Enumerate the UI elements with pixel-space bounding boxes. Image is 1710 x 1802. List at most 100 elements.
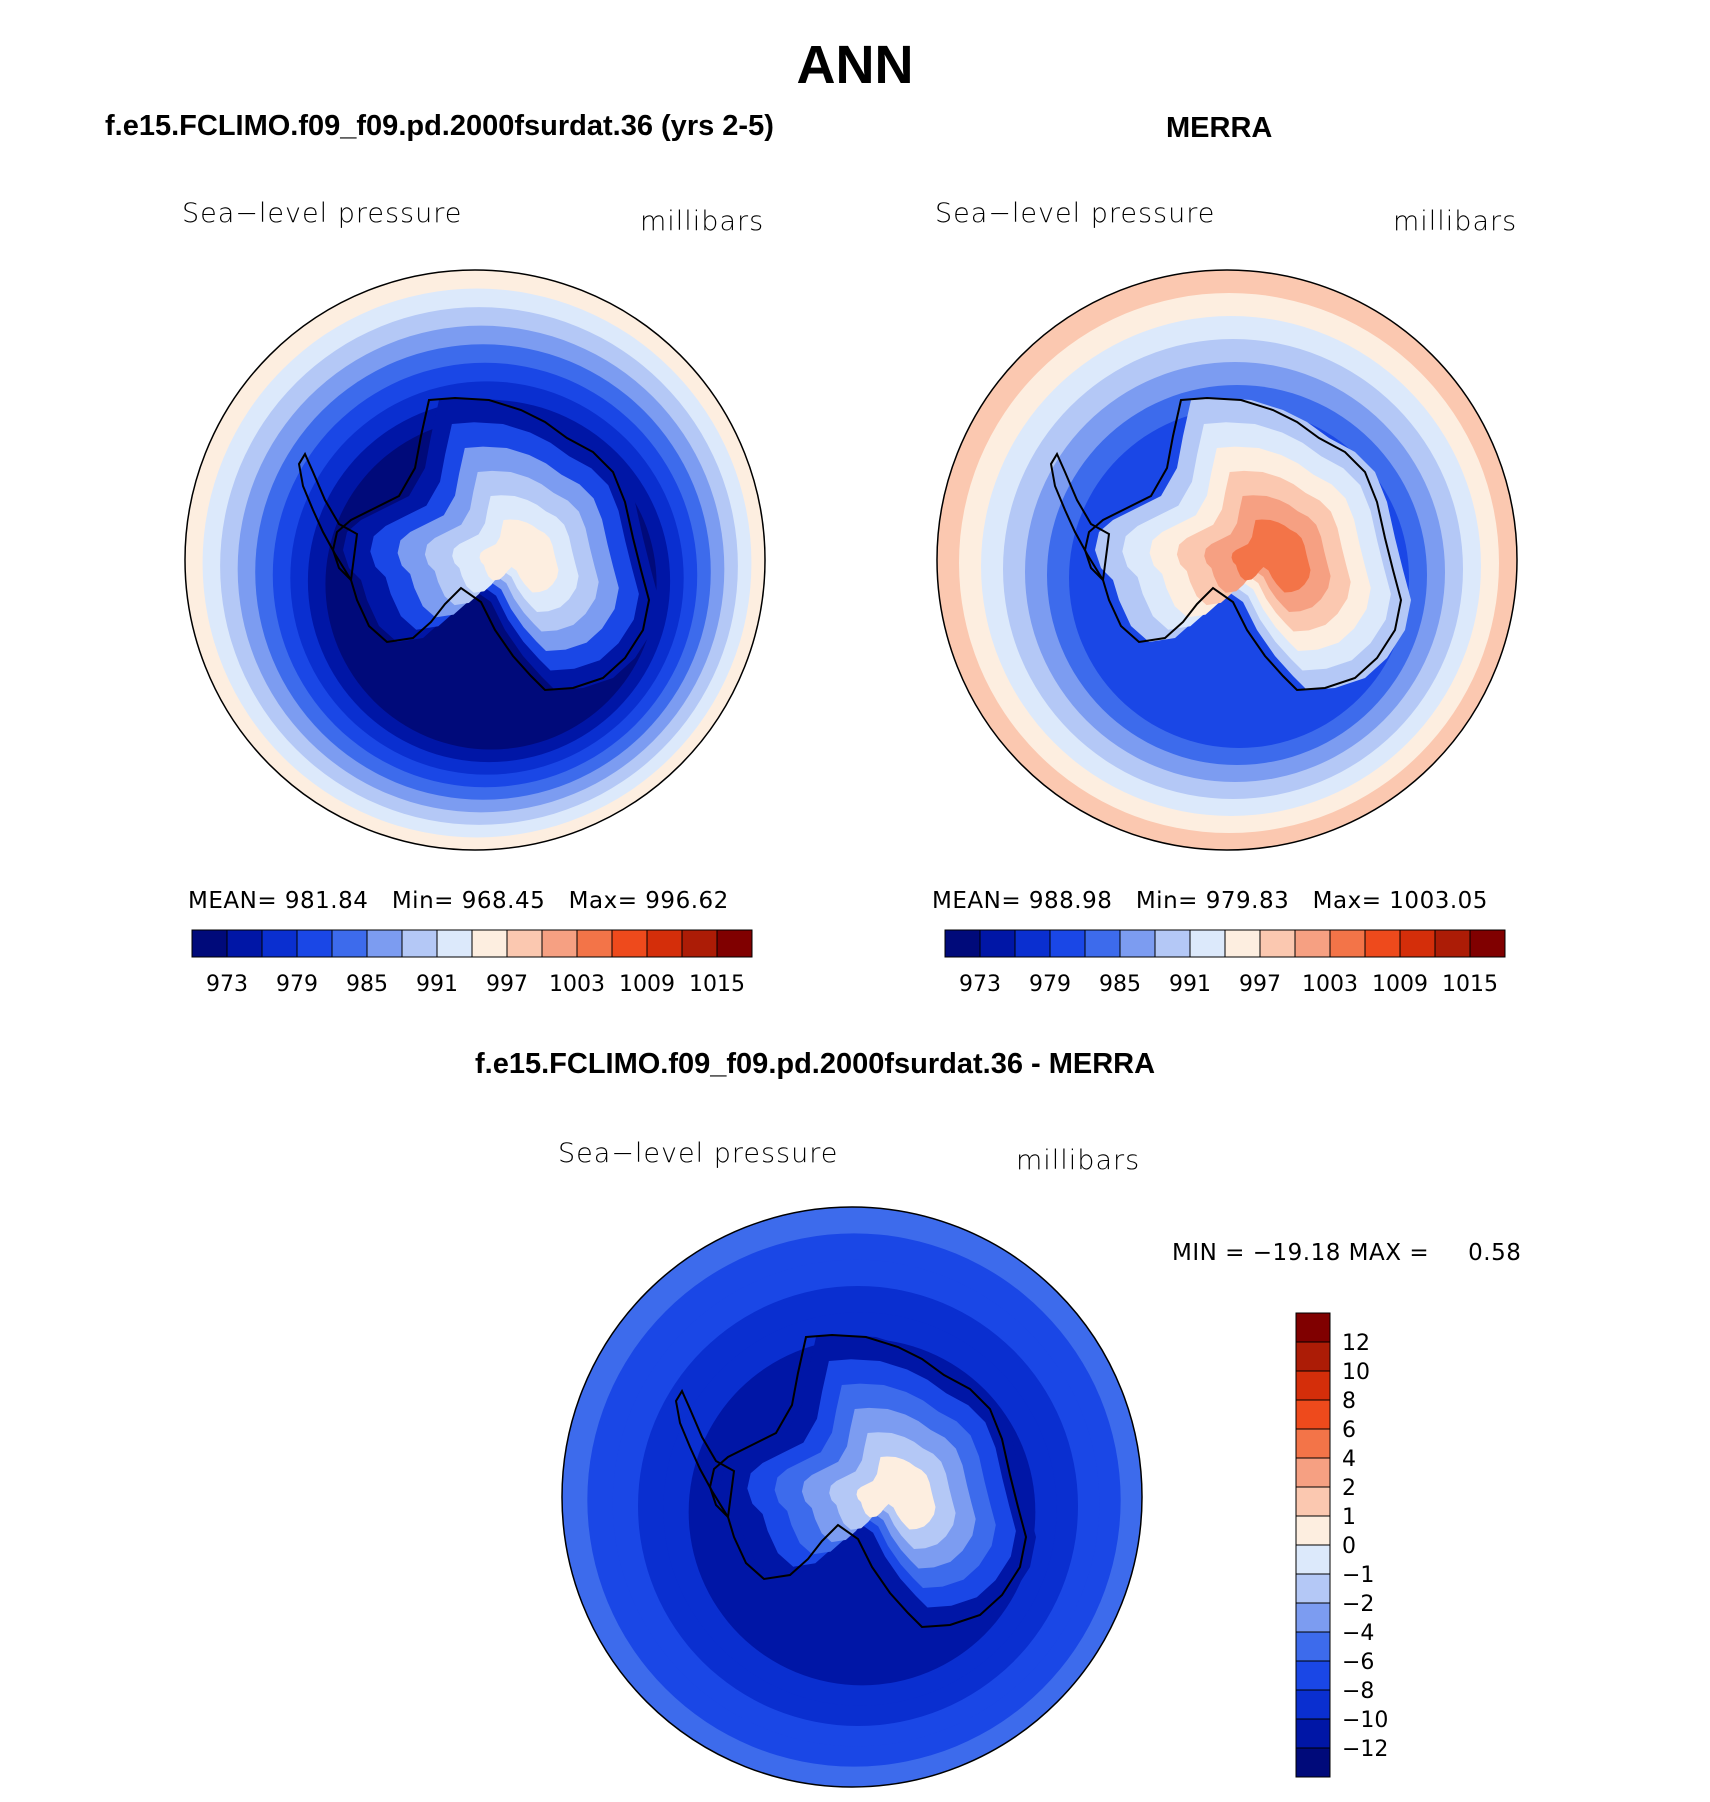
obs-colorbar-label: 973	[959, 972, 1001, 997]
model-colorbar-box	[506, 929, 543, 958]
model-colorbar-box	[261, 929, 298, 958]
model-colorbar-box	[226, 929, 263, 958]
model-colorbar-box	[646, 929, 683, 958]
model-colorbar-label: 1003	[549, 972, 605, 997]
diff-colorbar-label: 2	[1342, 1476, 1356, 1501]
obs-colorbar: 973 979 985 991 997 1003 1009 1015	[944, 929, 1506, 997]
diff-colorbar-box	[1295, 1486, 1331, 1517]
obs-colorbar-label: 997	[1239, 972, 1281, 997]
diff-colorbar-box	[1295, 1399, 1331, 1430]
obs-colorbar-box	[1224, 929, 1261, 958]
model-colorbar: 973 979 985 991 997 1003 1009 1015	[191, 929, 753, 997]
min-value: 979.83	[1205, 888, 1290, 914]
diff-colorbar-box	[1295, 1312, 1331, 1343]
diff-continent-level	[856, 1456, 936, 1530]
obs-colorbar-box	[979, 929, 1016, 958]
diff-colorbar-label: 8	[1342, 1389, 1356, 1414]
page-title: ANN	[796, 35, 914, 95]
model-colorbar-box	[331, 929, 368, 958]
obs-colorbar-label: 1015	[1442, 972, 1498, 997]
model-peninsula-coastline	[297, 451, 359, 583]
diff-map-border	[561, 1206, 1143, 1788]
diff-colorbar-label: −12	[1342, 1737, 1388, 1762]
obs-colorbar-label: 979	[1029, 972, 1071, 997]
obs-colorbar-box	[1329, 929, 1366, 958]
diff-colorbar-label: 6	[1342, 1418, 1356, 1443]
max-label: Max=	[568, 888, 638, 914]
obs-colorbar-box	[1014, 929, 1051, 958]
model-colorbar-label: 991	[416, 972, 458, 997]
model-polar-map	[184, 269, 766, 851]
min-value: −19.18	[1252, 1240, 1341, 1266]
max-label: MAX =	[1348, 1240, 1430, 1266]
diff-colorbar-label: −8	[1342, 1679, 1374, 1704]
model-colorbar-box	[191, 929, 228, 958]
diff-colorbar-box	[1295, 1718, 1331, 1749]
model-colorbar-label: 997	[486, 972, 528, 997]
model-colorbar-box	[401, 929, 438, 958]
diff-colorbar-label: −6	[1342, 1650, 1374, 1675]
diff-coastline	[708, 1333, 1028, 1629]
min-label: Min=	[391, 888, 454, 914]
diff-field	[562, 1207, 1142, 1787]
max-value: 1003.05	[1389, 888, 1488, 914]
diff-colorbar-label: −10	[1342, 1708, 1388, 1733]
mean-value: 981.84	[284, 888, 369, 914]
model-map-border	[184, 269, 766, 851]
model-colorbar-box	[681, 929, 718, 958]
diff-peninsula-coastline	[674, 1388, 736, 1520]
diff-colorbar-label: 1	[1342, 1505, 1356, 1530]
diff-colorbar-label: 4	[1342, 1447, 1356, 1472]
obs-colorbar-label: 1009	[1372, 972, 1428, 997]
diff-colorbar-box	[1295, 1341, 1331, 1372]
obs-units-label: millibars	[1393, 206, 1518, 237]
diff-colorbar-box	[1295, 1747, 1331, 1778]
model-coastline	[331, 396, 651, 692]
diff-colorbar-box	[1295, 1602, 1331, 1633]
min-label: Min=	[1135, 888, 1198, 914]
diff-polar-map	[561, 1206, 1143, 1788]
diff-colorbar-box	[1295, 1631, 1331, 1662]
obs-colorbar-box	[1364, 929, 1401, 958]
obs-colorbar-label: 991	[1169, 972, 1211, 997]
obs-colorbar-box	[1259, 929, 1296, 958]
obs-coastline	[1083, 396, 1403, 692]
obs-variable-label: Sea−level pressure	[935, 198, 1216, 229]
diff-colorbar-label: −4	[1342, 1621, 1374, 1646]
model-stats: MEAN= 981.84 Min= 968.45 Max= 996.62	[188, 888, 729, 914]
diff-colorbar-box	[1295, 1544, 1331, 1575]
diff-panel-title: f.e15.FCLIMO.f09_f09.pd.2000fsurdat.36 -…	[475, 1048, 1156, 1080]
model-colorbar-label: 985	[346, 972, 388, 997]
diff-colorbar-box	[1295, 1689, 1331, 1720]
mean-label: MEAN=	[932, 888, 1022, 914]
model-colorbar-box	[296, 929, 333, 958]
mean-label: MEAN=	[188, 888, 278, 914]
diff-colorbar-box	[1295, 1573, 1331, 1604]
obs-panel-title: MERRA	[1166, 112, 1273, 144]
max-label: Max=	[1312, 888, 1382, 914]
diff-colorbar-label: −1	[1342, 1563, 1374, 1588]
model-continent-level	[479, 519, 559, 593]
diff-stats: MIN = −19.18 MAX = 0.58	[1172, 1240, 1521, 1266]
obs-field	[937, 270, 1517, 850]
obs-colorbar-box	[1154, 929, 1191, 958]
model-colorbar-label: 979	[276, 972, 318, 997]
obs-colorbar-box	[1399, 929, 1436, 958]
diff-units-label: millibars	[1016, 1145, 1141, 1176]
obs-colorbar-box	[1084, 929, 1121, 958]
obs-colorbar-box	[1049, 929, 1086, 958]
diff-colorbar-box	[1295, 1515, 1331, 1546]
diff-colorbar-box	[1295, 1370, 1331, 1401]
obs-continent-level	[1231, 519, 1311, 593]
obs-colorbar-box	[1294, 929, 1331, 958]
model-colorbar-box	[576, 929, 613, 958]
obs-colorbar-box	[1189, 929, 1226, 958]
model-field	[185, 270, 765, 850]
obs-colorbar-box	[1434, 929, 1471, 958]
mean-value: 988.98	[1028, 888, 1113, 914]
min-value: 968.45	[461, 888, 546, 914]
obs-polar-map	[936, 269, 1518, 851]
model-colorbar-label: 973	[206, 972, 248, 997]
obs-colorbar-box	[944, 929, 981, 958]
